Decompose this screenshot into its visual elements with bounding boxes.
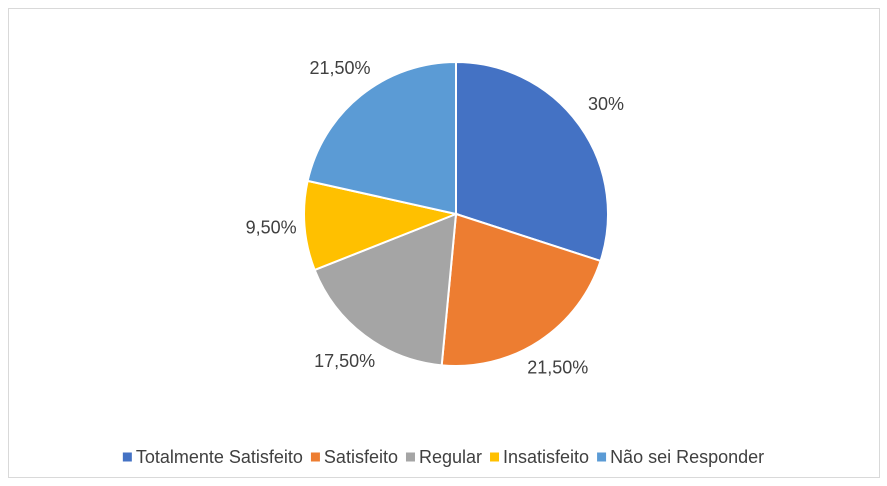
data-label: 30%: [588, 94, 624, 114]
legend-label: Não sei Responder: [610, 447, 764, 467]
data-label: 21,50%: [527, 358, 588, 378]
legend-label: Regular: [419, 447, 482, 467]
pie-slice: [455, 60, 609, 263]
pie-slice: [303, 179, 460, 272]
data-label: 9,50%: [246, 217, 297, 237]
data-label: 21,50%: [310, 58, 371, 78]
legend-label: Insatisfeito: [503, 447, 589, 467]
data-label: 17,50%: [314, 351, 375, 371]
legend-label: Totalmente Satisfeito: [136, 447, 303, 467]
legend-swatch: [490, 452, 500, 462]
legend-label: Satisfeito: [324, 447, 398, 467]
legend-swatch: [310, 452, 320, 462]
legend-swatch: [405, 452, 415, 462]
pie-slice: [440, 212, 602, 367]
pie-slice: [306, 60, 457, 216]
legend-swatch: [597, 452, 607, 462]
legend-swatch: [122, 452, 132, 462]
pie-slice: [313, 212, 458, 367]
